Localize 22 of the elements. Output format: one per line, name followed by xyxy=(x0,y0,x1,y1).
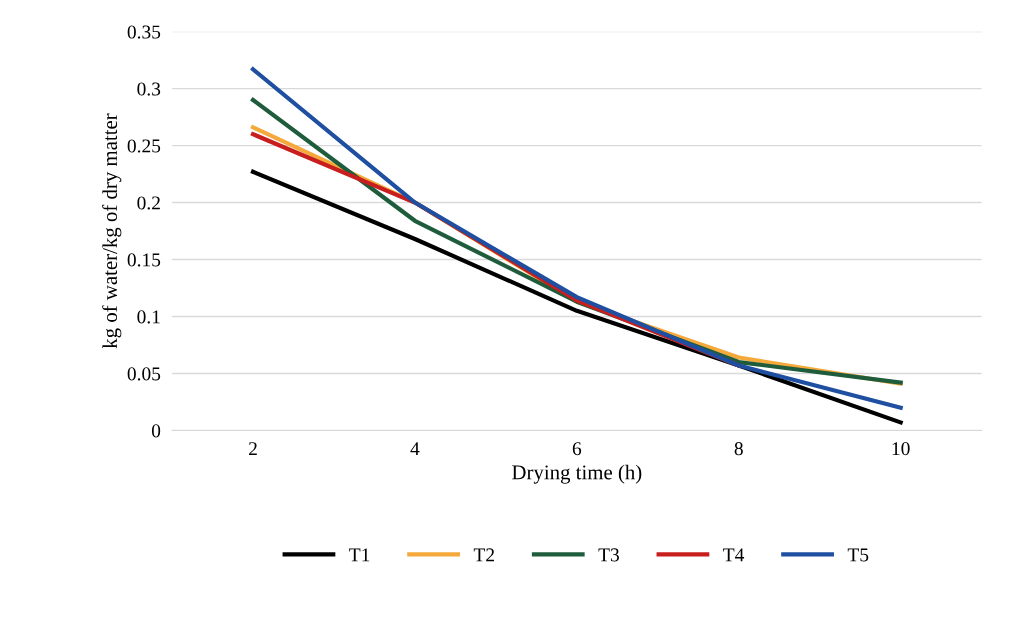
line-series xyxy=(250,169,903,425)
legend-label: T3 xyxy=(598,548,619,562)
x-tick-label: 2 xyxy=(248,442,257,456)
y-tick-label: 0.1 xyxy=(137,310,160,324)
y-tick-label: 0 xyxy=(151,424,161,438)
x-tick-label: 10 xyxy=(892,442,910,456)
legend-label: T5 xyxy=(847,548,869,562)
x-tick-label: 4 xyxy=(410,442,420,456)
y-tick-label: 0.2 xyxy=(137,196,160,210)
line-series xyxy=(250,67,903,410)
legend-label: T1 xyxy=(349,548,370,562)
y-tick-label: 0.3 xyxy=(137,82,161,96)
x-axis-title: Drying time (h) xyxy=(512,464,642,484)
x-tick-label: 6 xyxy=(572,442,582,456)
legend-label: T2 xyxy=(473,548,494,562)
y-tick-label: 0.25 xyxy=(127,139,161,153)
y-tick-label: 0.05 xyxy=(127,367,161,381)
y-tick-label: 0.35 xyxy=(127,25,161,39)
legend-label: T4 xyxy=(723,548,745,562)
y-axis-title: kg of water/kg of dry matter xyxy=(102,113,122,349)
x-tick-label: 8 xyxy=(734,442,743,456)
y-tick-label: 0.15 xyxy=(127,253,161,267)
